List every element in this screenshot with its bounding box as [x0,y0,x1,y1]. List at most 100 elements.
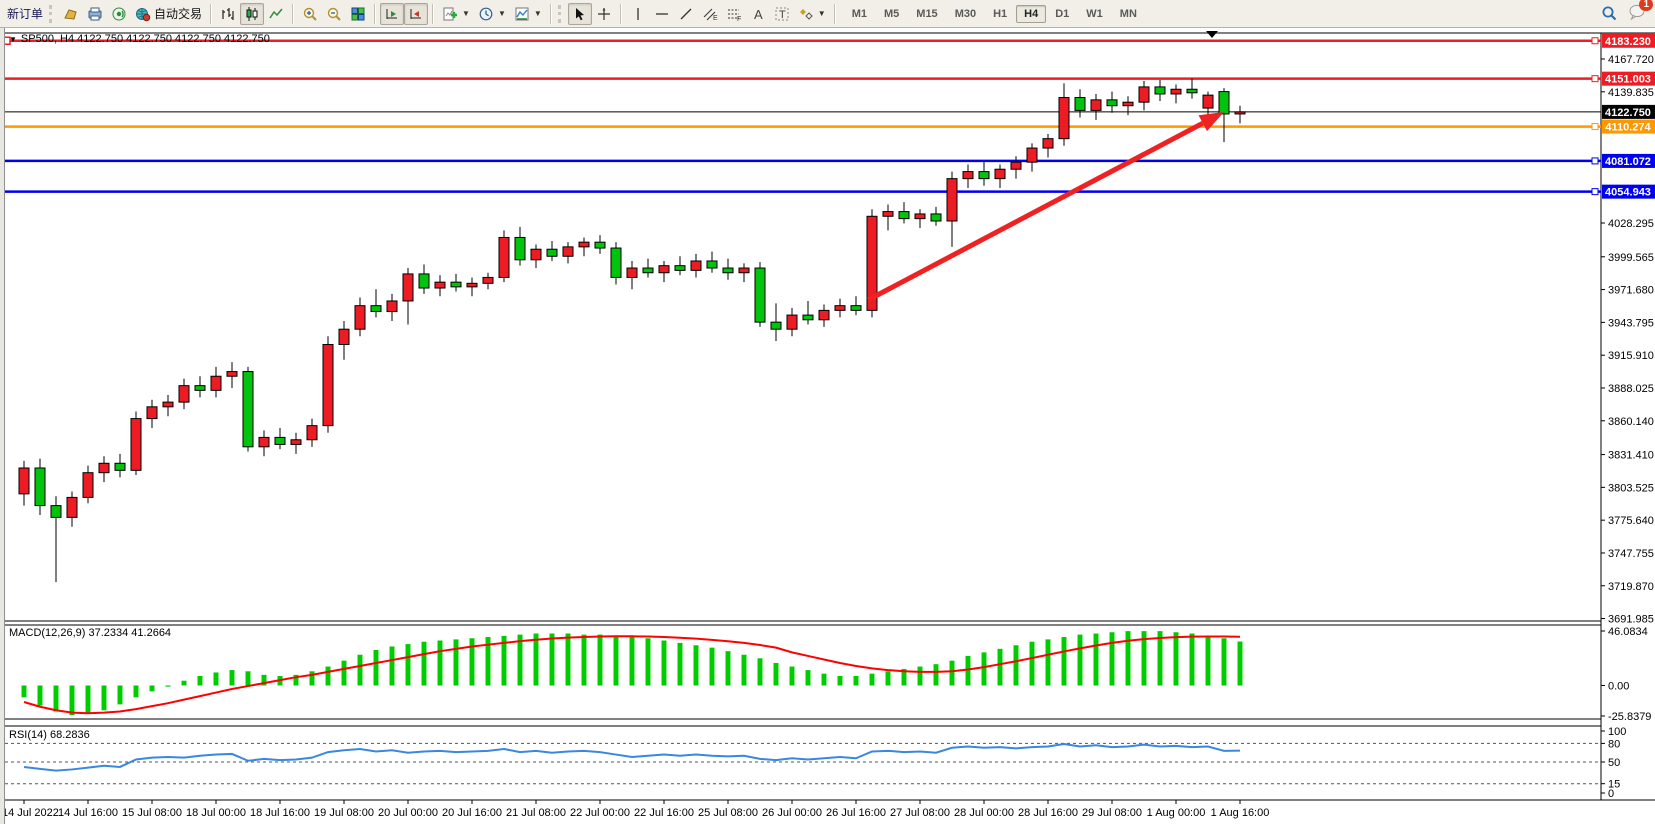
axis-label: 19 Jul 08:00 [314,807,374,819]
line-chart-mode-button[interactable] [264,3,288,25]
dropdown-caret-icon: ▼ [497,9,506,18]
macd-pane[interactable]: 46.0834 0.00 -25.8379 [21,626,1651,723]
axis-label: 3971.680 [1608,285,1654,297]
price-axis[interactable]: 4167.720 4139.835 4028.295 3999.565 3971.680… [1601,33,1655,626]
profile-icon [64,8,77,20]
axis-label: 100 [1608,726,1626,738]
axis-label: 50 [1608,757,1620,769]
dropdown-caret-icon: ▼ [462,9,470,18]
crosshair-tool-button[interactable] [592,3,616,25]
svg-text:F: F [737,16,741,22]
trendline-tool-button[interactable] [674,3,698,25]
charts-profile-button[interactable] [59,3,83,25]
search-button[interactable] [1597,3,1622,25]
chart-shift-icon [410,8,422,19]
cursor-tool-button[interactable] [567,2,592,25]
candlestick-mode-button[interactable] [240,2,265,25]
vertical-line-icon [637,7,639,20]
price-lines-layer[interactable] [2,36,1601,196]
indicators-button[interactable]: ▼ [438,3,474,25]
svg-text:A: A [754,7,763,22]
timeframe-m1[interactable]: M1 [851,7,867,20]
clock-icon [479,7,493,20]
label-tool-icon: T [775,7,789,21]
chat-button[interactable]: 1 [1628,0,1653,25]
fibonacci-tool-button[interactable]: F [722,3,746,25]
axis-label: 1 Aug 00:00 [1147,807,1206,819]
new-order-button[interactable]: 新订单 [3,3,47,25]
axis-label: 3860.140 [1608,416,1654,428]
label-tool-button[interactable]: T [770,3,794,25]
timeframe-m30[interactable]: M30 [954,7,977,20]
zoom-in-button[interactable] [298,3,322,25]
zoom-out-button[interactable] [322,3,346,25]
axis-label: 4054.943 [1605,187,1651,199]
axis-label: 3915.910 [1608,350,1654,362]
price-badge [1602,71,1655,86]
text-tool-button[interactable]: A [746,3,770,25]
macd-label: MACD(12,26,9) 37.2334 41.2664 [9,627,172,639]
chart-shift-marker [1206,31,1218,38]
axis-label: 28 Jul 00:00 [954,807,1014,819]
axis-label: 22 Jul 00:00 [570,807,630,819]
axis-label: 4122.750 [1605,107,1651,119]
tile-windows-button[interactable] [346,3,370,25]
axis-label: 14 Jul 2022 [2,807,59,819]
text-tool-icon: A [754,7,763,22]
line-chart-icon [269,8,283,18]
axis-label: 0 [1608,788,1614,800]
axis-label: 4183.230 [1605,36,1651,48]
arrows-tool-icon [799,8,813,20]
autotrading-button[interactable]: 自动交易 [131,3,206,25]
axis-label: 3831.410 [1608,450,1654,462]
timeframe-m15[interactable]: M15 [916,7,938,20]
axis-label: 0.00 [1608,680,1629,692]
cursor-icon [575,7,584,20]
dropdown-caret-icon: ▼ [817,9,826,18]
trend-arrow[interactable] [866,112,1224,303]
timeframe-h4[interactable]: H4 [1016,4,1047,23]
symbol-dropdown-icon[interactable]: ▼ [9,34,17,44]
broadcast-button[interactable] [107,3,131,25]
timeframe-mn[interactable]: MN [1119,7,1137,20]
bar-chart-mode-button[interactable] [216,3,240,25]
toolbar-separator [432,3,435,24]
timeframe-m5[interactable]: M5 [884,7,900,20]
time-axis[interactable]: 14 Jul 2022 14 Jul 16:00 15 Jul 08:00 18 Ju… [2,800,1269,819]
horizontal-line-tool-button[interactable] [650,3,674,25]
zoom-in-icon [303,7,317,21]
window-left-border [0,27,5,824]
autotrading-label: 自动交易 [154,7,203,21]
axis-label: 4081.072 [1605,156,1651,168]
broadcast-icon [112,7,126,20]
axis-label: 14 Jul 16:00 [58,807,118,819]
timeframe-h1[interactable]: H1 [993,7,1008,20]
print-button[interactable] [83,3,107,25]
price-badge [1602,153,1655,168]
trendline-icon [680,8,692,19]
timeframe-d1[interactable]: D1 [1055,7,1070,20]
axis-label: 3943.795 [1608,317,1654,329]
arrows-tool-button[interactable]: ▼ [794,3,830,25]
svg-text:T: T [779,9,786,21]
periods-button[interactable]: ▼ [474,3,510,25]
axis-label: 80 [1608,738,1620,750]
timeframe-w1[interactable]: W1 [1086,7,1103,20]
rsi-label: RSI(14) 68.2836 [9,729,90,741]
axis-label: 15 [1608,779,1620,791]
auto-scroll-button[interactable] [380,2,405,25]
autotrading-icon [136,7,151,21]
channel-tool-button[interactable]: E [698,3,722,25]
templates-button[interactable]: ▼ [510,3,546,25]
price-badge [1602,33,1655,48]
toolbar-separator [292,3,295,24]
chart-shift-button[interactable] [404,2,429,25]
axis-label: 18 Jul 16:00 [250,807,310,819]
templates-icon [515,7,529,20]
svg-text:E: E [713,15,718,22]
axis-label: 22 Jul 16:00 [634,807,694,819]
axis-label: 26 Jul 16:00 [826,807,886,819]
vertical-line-tool-button[interactable] [626,3,650,25]
